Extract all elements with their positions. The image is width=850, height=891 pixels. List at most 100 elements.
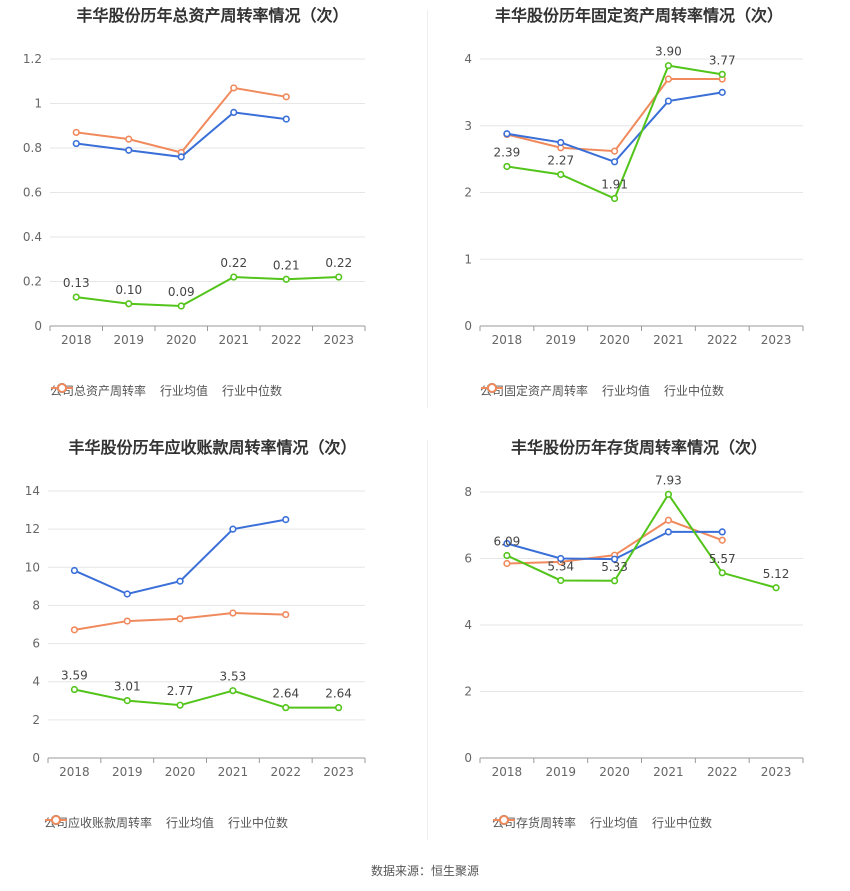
data-label: 3.59 (61, 669, 88, 683)
data-label: 2.64 (272, 687, 299, 701)
legend-item[interactable]: 行业中位数 (51, 382, 282, 399)
y-tick-label: 4 (464, 52, 472, 66)
series-line (76, 276, 339, 307)
data-point (70, 685, 79, 694)
x-tick-label: 2021 (218, 333, 249, 347)
legend-item[interactable]: 行业均值 (481, 382, 651, 399)
data-point (503, 551, 511, 560)
data-label: 7.93 (655, 473, 682, 487)
chart-legend: 公司应收账款周转率 行业均值 行业中位数 (44, 814, 288, 831)
chart-panel-receivables-turnover: 丰华股份历年应收账款周转率情况（次） 0 2 4 6 8 10 12 14 2018 2019 20… (0, 430, 425, 860)
x-tick-label: 2023 (323, 765, 354, 779)
legend-marker-icon (51, 383, 73, 393)
data-point (282, 516, 290, 524)
data-label: 3.90 (655, 45, 682, 59)
data-point (229, 609, 237, 617)
data-label: 6.09 (494, 535, 521, 549)
legend-label: 公司总资产周转率 (50, 384, 147, 398)
legend-item[interactable]: 行业中位数 (45, 814, 289, 831)
y-tick-label: 4 (464, 618, 472, 632)
data-point (177, 153, 185, 161)
data-point (230, 108, 238, 116)
data-point (282, 610, 290, 619)
y-tick-label: 8 (464, 485, 472, 499)
x-tick-label: 2020 (599, 765, 630, 779)
legend-label: 行业均值 (160, 384, 209, 398)
data-source-note: 数据来源：恒生聚源 (370, 864, 479, 878)
data-point (72, 293, 80, 301)
data-point (718, 569, 726, 577)
chart-panel-inventory-turnover: 丰华股份历年存货周转率情况（次） 0 2 4 6 8 2018 2019 2020 2021 20… (428, 430, 850, 860)
chart-legend: 公司总资产周转率 行业均值 行业中位数 (50, 382, 282, 399)
series-line (506, 492, 777, 589)
data-label: 0.13 (63, 276, 90, 290)
legend-marker-icon (481, 383, 503, 393)
panel-divider (427, 10, 428, 408)
y-tick-label: 0 (464, 319, 472, 333)
x-tick-label: 2021 (653, 333, 684, 347)
data-label: 3.01 (114, 680, 141, 694)
data-point (229, 687, 237, 695)
x-tick-label: 2023 (761, 333, 792, 347)
data-point (610, 194, 619, 203)
data-label: 2.39 (494, 145, 521, 159)
data-label: 0.10 (115, 283, 142, 297)
data-label: 5.34 (547, 559, 574, 573)
x-tick-label: 2019 (545, 765, 576, 779)
y-tick-label: 0.4 (23, 230, 42, 244)
data-point (72, 139, 80, 148)
legend-label: 行业均值 (602, 384, 651, 398)
data-point (557, 170, 565, 179)
legend-item[interactable]: 行业中位数 (493, 814, 713, 831)
y-tick-label: 2 (464, 186, 472, 200)
series-2 (72, 84, 290, 157)
chart-panel-total-asset-turnover: 丰华股份历年总资产周转率情况（次） 0 0.2 0.4 0.6 0.8 1 1.2 2018 2… (0, 0, 425, 430)
series-1 (72, 108, 290, 161)
legend-item[interactable]: 行业均值 (45, 814, 215, 831)
chart-title: 丰华股份历年总资产周转率情况（次） (76, 6, 349, 25)
data-point (610, 555, 619, 563)
legend-label: 行业中位数 (228, 816, 289, 830)
data-label: 1.91 (601, 178, 628, 192)
data-point (718, 528, 726, 536)
legend-item[interactable]: 行业均值 (493, 814, 638, 831)
data-point (282, 704, 290, 712)
data-point (125, 300, 133, 308)
data-point (503, 130, 511, 138)
x-tick-label: 2023 (323, 333, 354, 347)
data-label: 0.21 (273, 258, 300, 272)
chart-plot: 0 2 4 6 8 10 12 14 2018 2019 2020 2021 2022 2023 3.59 3… (25, 484, 366, 779)
legend-label: 行业中位数 (652, 816, 713, 830)
data-label: 5.33 (601, 560, 628, 574)
x-tick-label: 2020 (165, 765, 196, 779)
x-tick-label: 2020 (599, 333, 630, 347)
series-1 (70, 516, 290, 598)
series-2 (503, 75, 726, 155)
data-point (610, 147, 619, 155)
x-tick-label: 2018 (492, 333, 523, 347)
data-point (664, 75, 673, 83)
data-point (334, 704, 343, 712)
x-tick-label: 2021 (218, 765, 249, 779)
data-point (229, 525, 237, 533)
legend-item[interactable]: 行业均值 (51, 382, 209, 399)
series-line (76, 86, 287, 154)
x-tick-label: 2018 (492, 765, 523, 779)
data-point (176, 701, 184, 709)
y-tick-label: 14 (25, 484, 40, 498)
data-label: 0.22 (220, 256, 247, 270)
data-point (557, 554, 565, 563)
y-tick-label: 4 (32, 675, 40, 689)
series-0 (70, 685, 343, 712)
y-tick-label: 3 (464, 119, 472, 133)
data-point (335, 273, 343, 281)
legend-label: 行业均值 (166, 816, 215, 830)
y-tick-label: 0 (34, 319, 42, 333)
chart-panel-fixed-asset-turnover: 丰华股份历年固定资产周转率情况（次） 0 1 2 3 4 2018 2019 2020 2021… (428, 0, 850, 430)
legend-label: 公司固定资产周转率 (480, 384, 589, 398)
chart-plot: 0 2 4 6 8 2018 2019 2020 2021 2022 2023 6.09 5.34 5.3… (464, 473, 804, 779)
y-tick-label: 12 (25, 522, 40, 536)
data-point (230, 273, 238, 281)
chart-title: 丰华股份历年固定资产周转率情况（次） (494, 6, 783, 25)
legend-item[interactable]: 行业中位数 (481, 382, 724, 399)
